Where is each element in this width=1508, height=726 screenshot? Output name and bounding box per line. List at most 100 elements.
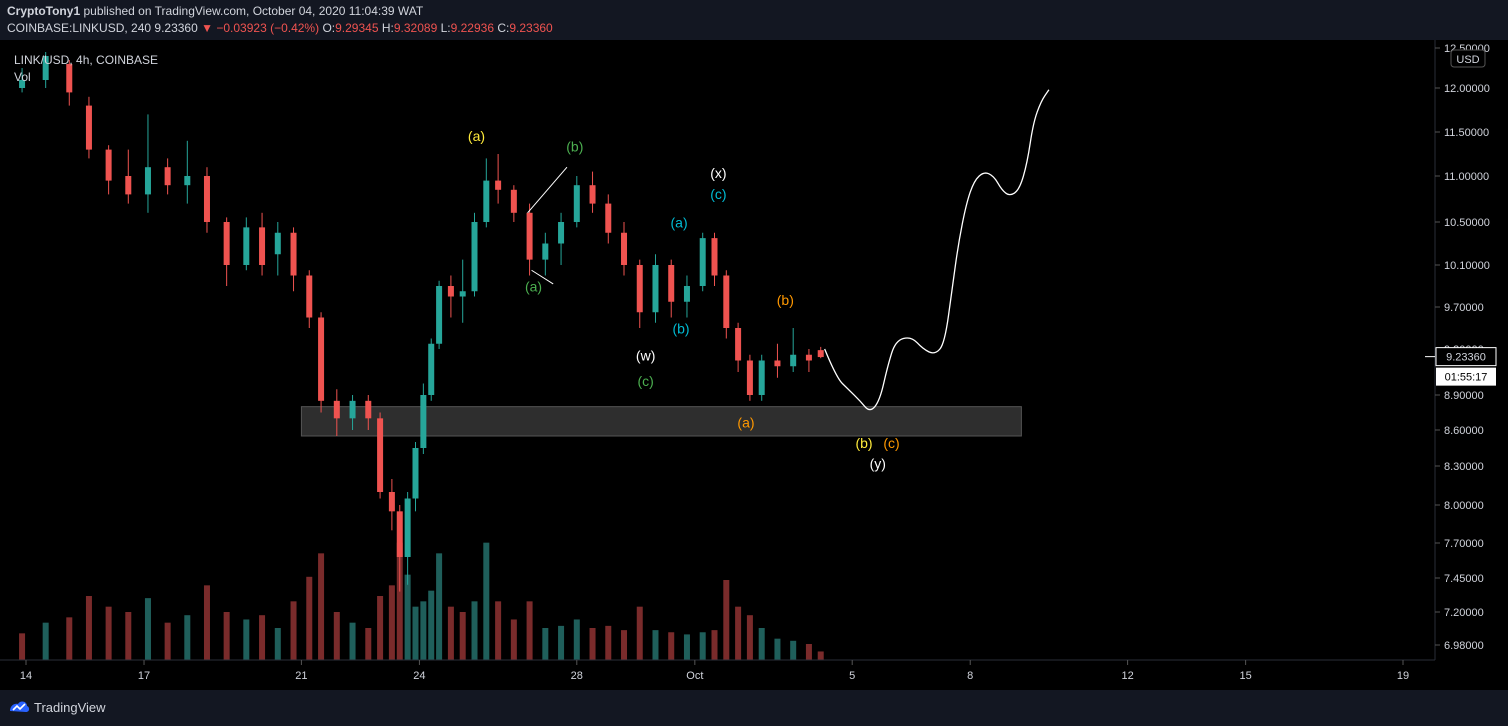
candle-body (428, 343, 435, 395)
candle (817, 346, 824, 359)
candle-body (668, 265, 675, 302)
time-tick-label: Oct (686, 670, 703, 682)
price-tick-label: 8.30000 (1444, 461, 1484, 473)
candle-body (735, 328, 742, 361)
volume-bar (683, 634, 690, 660)
wave-label: (a) (671, 214, 688, 230)
volume-bar (805, 644, 812, 660)
tradingview-brand[interactable]: TradingView (34, 700, 106, 715)
candle-layer (19, 52, 824, 592)
candle-body (164, 167, 171, 186)
volume-bar (223, 612, 230, 660)
candle (459, 259, 466, 323)
last-price-badge-text: 9.23360 (1446, 352, 1486, 364)
volume-bar (436, 553, 443, 660)
candle-body (652, 265, 659, 313)
candle (274, 222, 281, 276)
volume-bar (274, 628, 281, 660)
candle-body (605, 203, 612, 233)
candle (420, 383, 427, 454)
price-tick-label: 9.70000 (1444, 302, 1484, 314)
candle-body (447, 286, 454, 297)
candle (510, 185, 517, 222)
time-tick-label: 28 (571, 670, 583, 682)
volume-bar (66, 617, 73, 660)
volume-bar (711, 630, 718, 660)
wave-label: (b) (855, 435, 872, 451)
candle (483, 158, 490, 228)
candle-body (388, 492, 395, 512)
volume-bar (388, 585, 395, 660)
volume-bar (526, 601, 533, 660)
candle (683, 275, 690, 318)
volume-bar (774, 638, 781, 660)
support-zone (300, 406, 1022, 437)
volume-bar (164, 622, 171, 660)
candle-body (223, 222, 230, 265)
time-tick-label: 5 (849, 670, 855, 682)
price-tick-label: 7.45000 (1444, 573, 1484, 585)
symbol-text: COINBASE:LINKUSD, 240 (7, 21, 152, 35)
candle (203, 167, 210, 233)
wave-label: (b) (566, 138, 583, 154)
volume-bar (349, 622, 356, 660)
time-axis[interactable]: 14 17 21 24 28 Oct 5 8 12 15 19 (20, 660, 1409, 682)
candle-body (589, 185, 596, 204)
trend-line (531, 269, 554, 285)
time-tick-label: 15 (1240, 670, 1252, 682)
candle (605, 194, 612, 244)
wave-label: (y) (870, 456, 886, 472)
candle-body (66, 64, 73, 93)
support-zone-layer (300, 406, 1022, 437)
candle (621, 222, 628, 276)
wave-label-layer: (a) (b) (a) (x) (c) (a) (b) (w) (c) (b) (a) (b) (c) (… (468, 128, 900, 472)
currency-button[interactable] (1450, 49, 1486, 68)
time-tick-label: 8 (967, 670, 973, 682)
wave-label: (c) (883, 435, 899, 451)
volume-bar (203, 585, 210, 660)
volume-bar (542, 628, 549, 660)
time-tick-label: 21 (295, 670, 307, 682)
volume-bar (735, 606, 742, 660)
candle-body (471, 222, 478, 292)
tradingview-logo-icon[interactable] (8, 699, 30, 715)
candle (412, 442, 419, 512)
candle (723, 270, 730, 339)
candle (436, 280, 443, 349)
volume-bar (365, 628, 372, 660)
candle (404, 492, 411, 585)
published-text: published on TradingView.com, October 04… (83, 4, 424, 18)
candle (259, 212, 266, 276)
price-chart[interactable]: (a) (b) (a) (x) (c) (a) (b) (w) (c) (b) (a) (b) (c) (… (0, 40, 1508, 690)
volume-bar (243, 619, 250, 660)
candle (746, 354, 753, 401)
volume-bar (105, 606, 112, 660)
candle (377, 412, 384, 499)
candle-body (259, 227, 266, 265)
candle-body (723, 275, 730, 328)
candle-body (396, 511, 403, 557)
ohlc-line: COINBASE:LINKUSD, 240 9.23360 ▼ −0.03923… (7, 21, 553, 35)
open-value: 9.29345 (335, 21, 379, 35)
publish-line: CryptoTony1 published on TradingView.com… (7, 4, 423, 18)
candle (144, 114, 151, 213)
currency-label: USD (1456, 54, 1479, 66)
candle-body (746, 360, 753, 395)
author-name[interactable]: CryptoTony1 (7, 4, 81, 18)
volume-bar (428, 590, 435, 660)
candle-body (436, 286, 443, 344)
last-price-badge (1435, 347, 1497, 367)
candle-body (495, 180, 502, 190)
candle-body (817, 350, 824, 358)
candle (542, 232, 549, 276)
candle-body (365, 400, 372, 419)
price-tick-label: 8.00000 (1444, 500, 1484, 512)
candle (471, 212, 478, 297)
candle-body (404, 498, 411, 557)
open-label: O: (322, 21, 336, 35)
close-label: C: (497, 21, 510, 35)
high-value: 9.32089 (393, 21, 438, 35)
volume-bar (699, 632, 706, 660)
projection-path (824, 89, 1050, 411)
candle (774, 343, 781, 378)
